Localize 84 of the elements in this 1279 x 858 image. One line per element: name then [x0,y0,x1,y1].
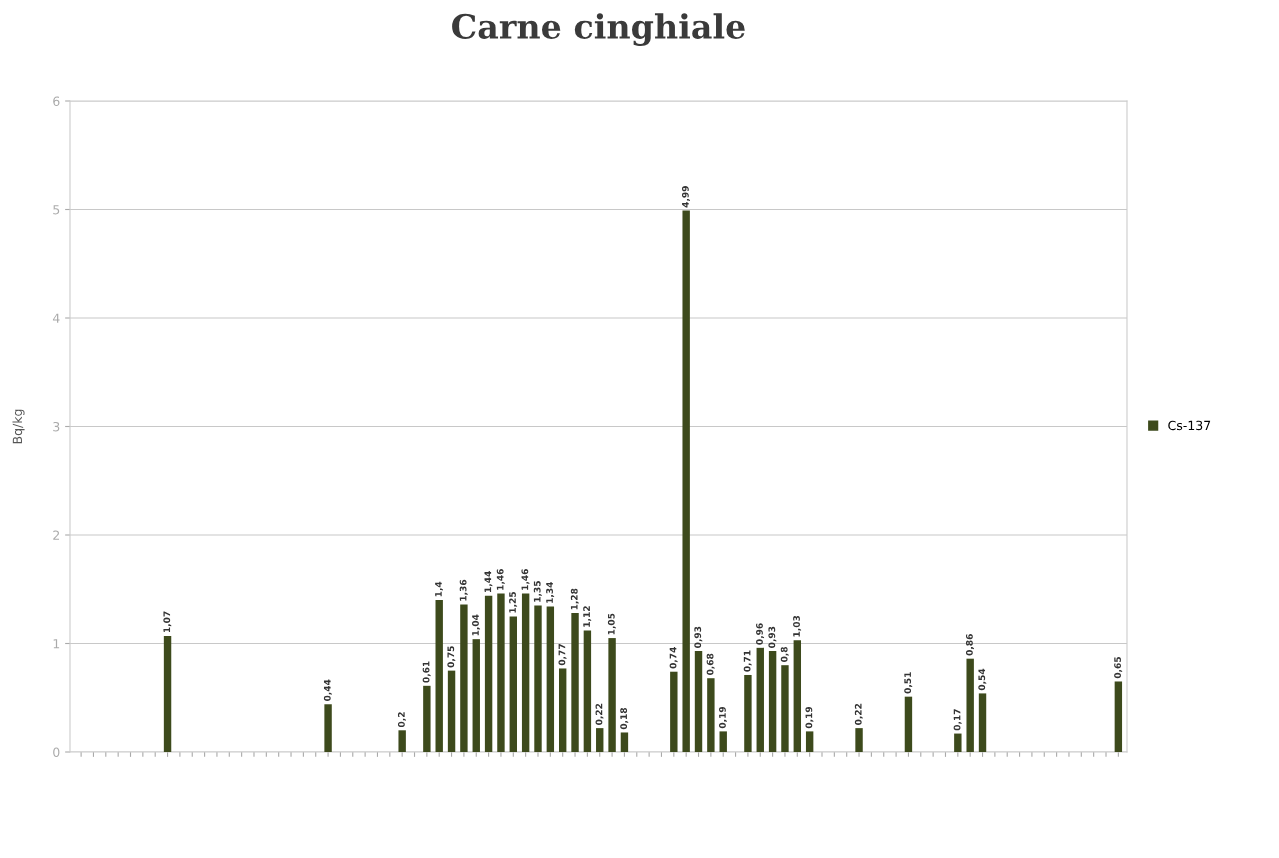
bar [954,733,962,752]
bar [744,674,752,752]
bar [398,730,406,752]
data-label: 0,77 [558,644,567,666]
data-label: 0,17 [953,709,962,731]
data-label: 1,25 [509,591,518,613]
bar [608,638,616,752]
data-label: 0,22 [854,703,863,725]
bar [571,613,579,752]
data-label: 0,65 [1114,657,1123,679]
bar [707,678,715,752]
data-label: 0,93 [768,626,777,648]
bar [682,210,690,752]
y-tick-label: 2 [53,530,60,540]
bar [805,731,814,752]
bar [423,685,431,752]
bar [596,728,604,752]
data-label: 1,05 [607,613,616,635]
bar [768,651,777,752]
data-label: 0,96 [756,623,765,645]
data-label: 0,75 [447,646,456,668]
y-tick-label: 1 [53,639,60,649]
y-tick-label: 5 [53,205,60,215]
bar [435,600,443,752]
data-label: 0,44 [323,679,332,702]
y-axis-title: Bq/kg [12,409,25,444]
bar [546,606,555,752]
bar [324,704,332,752]
bar [1114,681,1123,752]
data-label: 0,93 [694,626,703,648]
data-label: 0,8 [780,646,789,662]
bar [558,668,567,752]
data-label: 0,68 [706,653,715,676]
data-label: 0,86 [965,634,974,656]
chart-title: Carne cinghiale [452,13,745,46]
bar [460,604,468,752]
data-label: 0,54 [978,668,987,691]
bar [521,593,530,752]
y-tick-label: 0 [53,747,60,757]
data-label: 1,07 [163,611,172,633]
bar [670,671,678,752]
data-label: 1,03 [793,615,802,637]
legend-label: Cs-137 [1168,420,1211,431]
bar [978,693,987,752]
bar [472,639,480,752]
data-label: 0,18 [620,707,629,730]
data-label: 0,51 [904,672,913,694]
data-label: 4,99 [681,186,690,208]
bar [583,630,592,752]
data-label: 1,12 [583,606,592,627]
data-label: 1,46 [496,569,505,590]
data-label: 1,36 [459,579,468,601]
data-label: 0,19 [805,706,814,729]
data-label: 0,19 [719,706,727,729]
bar [756,647,764,752]
bar [719,731,727,752]
data-label: 1,44 [484,571,493,592]
y-tick-label: 4 [52,313,60,323]
data-label: 0,71 [743,650,752,672]
bar [966,658,974,752]
data-label: 0,74 [669,647,678,669]
bar [904,696,913,752]
y-tick-label: 6 [53,96,60,106]
bar [497,593,505,752]
data-label: 1,04 [472,614,481,636]
bar [447,670,456,752]
data-label: 1,34 [546,581,555,603]
bar [793,640,802,752]
data-label: 1,28 [570,588,579,610]
bar [509,616,517,752]
data-label: 0,61 [422,661,431,683]
bar [781,665,789,752]
bar [534,605,542,752]
data-label: 1,4 [435,581,443,597]
data-label: 0,2 [397,712,406,728]
bar [620,732,629,752]
data-label: 1,35 [533,581,542,602]
bar [855,728,863,752]
data-label: 1,46 [521,569,530,590]
y-tick-label: 3 [53,421,60,432]
bar [694,651,703,752]
data-label: 0,22 [595,703,604,725]
bar [163,635,172,752]
bar [484,595,493,752]
